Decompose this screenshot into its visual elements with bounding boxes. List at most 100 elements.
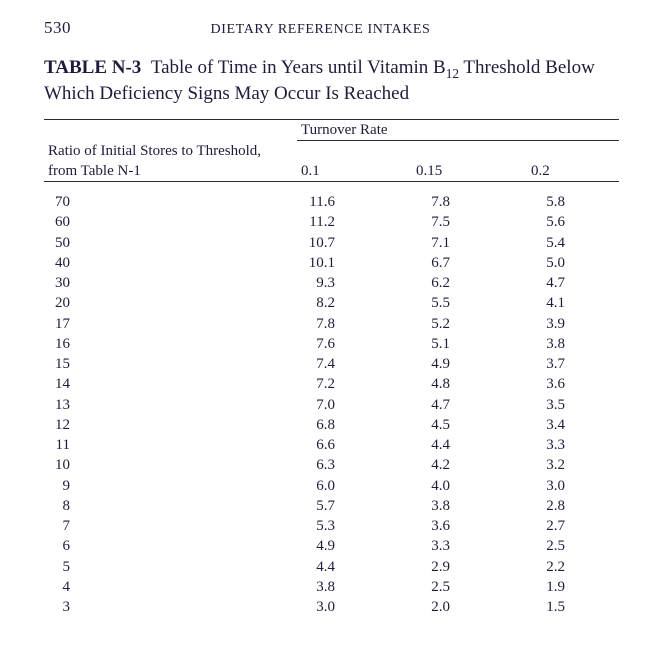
value-cell: 8.2: [297, 293, 412, 313]
value-cell: 3.4: [527, 415, 619, 435]
value: 3.0: [301, 597, 335, 617]
page-number: 530: [44, 18, 71, 38]
table-row: 75.33.62.7: [44, 516, 619, 536]
value: 4.1: [531, 293, 565, 313]
value: 7.6: [301, 334, 335, 354]
value-cell: 7.2: [297, 374, 412, 394]
value: 4.2: [416, 455, 450, 475]
value-cell: 2.0: [412, 597, 527, 617]
value: 7.5: [416, 212, 450, 232]
table-label: TABLE N-3: [44, 57, 141, 78]
value: 3.2: [531, 455, 565, 475]
ratio-cell: 13: [44, 395, 297, 415]
value-cell: 1.9: [527, 577, 619, 597]
stub-head: Ratio of Initial Stores to Threshold, fr…: [44, 141, 297, 182]
value: 1.5: [531, 597, 565, 617]
value: 3.6: [416, 516, 450, 536]
data-table: Turnover Rate Ratio of Initial Stores to…: [44, 119, 619, 618]
value-cell: 4.0: [412, 476, 527, 496]
value: 3.3: [416, 536, 450, 556]
value: 3.5: [531, 395, 565, 415]
value-cell: 4.9: [297, 536, 412, 556]
value: 3.6: [531, 374, 565, 394]
value-cell: 3.7: [527, 354, 619, 374]
spanner-row: Turnover Rate: [44, 119, 619, 140]
table-row: 7011.6 7.8 5.8: [44, 182, 619, 213]
table-row: 3 3.0 2.0 1.5: [44, 597, 619, 617]
value: 3.0: [531, 476, 565, 496]
value: 2.8: [531, 496, 565, 516]
value: 7.0: [301, 395, 335, 415]
value-cell: 7.0: [297, 395, 412, 415]
ratio-cell: 70: [44, 182, 297, 213]
value-cell: 3.3: [412, 536, 527, 556]
value-cell: 2.9: [412, 557, 527, 577]
ratio-cell: 4: [44, 577, 297, 597]
table-row: 208.25.54.1: [44, 293, 619, 313]
table-body: 7011.67.85.86011.27.55.65010.77.15.44010…: [44, 182, 619, 618]
value: 5.0: [531, 253, 565, 273]
ratio-cell: 6: [44, 536, 297, 556]
value-cell: 4.7: [412, 395, 527, 415]
ratio-cell: 14: [44, 374, 297, 394]
value: 2.2: [531, 557, 565, 577]
ratio-cell: 17: [44, 314, 297, 334]
ratio-cell: 9: [44, 476, 297, 496]
value: 2.0: [416, 597, 450, 617]
page-header: 530 DIETARY REFERENCE INTAKES: [44, 18, 619, 38]
ratio-value: 8: [48, 496, 70, 516]
value-cell: 6.8: [297, 415, 412, 435]
value-cell: 4.2: [412, 455, 527, 475]
value-cell: 3.0: [297, 597, 412, 617]
value-cell: 2.5: [412, 577, 527, 597]
ratio-value: 50: [48, 233, 70, 253]
ratio-cell: 3: [44, 597, 297, 617]
value: 7.1: [416, 233, 450, 253]
table-head: Turnover Rate Ratio of Initial Stores to…: [44, 119, 619, 181]
value: 7.8: [301, 314, 335, 334]
value-cell: 10.7: [297, 233, 412, 253]
value-cell: 5.7: [297, 496, 412, 516]
value-cell: 4.4: [297, 557, 412, 577]
value: 8.2: [301, 293, 335, 313]
ratio-value: 3: [48, 597, 70, 617]
table-row: 106.34.23.2: [44, 455, 619, 475]
value: 5.5: [416, 293, 450, 313]
value: 5.8: [531, 192, 565, 212]
value-cell: 5.0: [527, 253, 619, 273]
value-cell: 5.1: [412, 334, 527, 354]
value-cell: 1.5: [527, 597, 619, 617]
ratio-value: 15: [48, 354, 70, 374]
table-row: 309.36.24.7: [44, 273, 619, 293]
table-row: 6011.27.55.6: [44, 212, 619, 232]
value: 7.8: [416, 192, 450, 212]
ratio-cell: 12: [44, 415, 297, 435]
table-row: 126.84.53.4: [44, 415, 619, 435]
value: 11.2: [301, 212, 335, 232]
ratio-value: 12: [48, 415, 70, 435]
ratio-cell: 7: [44, 516, 297, 536]
value: 6.6: [301, 435, 335, 455]
value-cell: 4.4: [412, 435, 527, 455]
table-title: TABLE N-3 Table of Time in Years until V…: [44, 56, 619, 107]
value-cell: 4.7: [527, 273, 619, 293]
ratio-value: 17: [48, 314, 70, 334]
value: 7.4: [301, 354, 335, 374]
table-row: 50 10.77.1 5.4: [44, 233, 619, 253]
value: 5.1: [416, 334, 450, 354]
ratio-value: 30: [48, 273, 70, 293]
value-cell: 2.2: [527, 557, 619, 577]
table-row: 96.04.03.0: [44, 476, 619, 496]
value: 4.9: [301, 536, 335, 556]
value: 4.7: [416, 395, 450, 415]
table-row: 64.9 3.3 2.5: [44, 536, 619, 556]
table-row: 54.42.92.2: [44, 557, 619, 577]
stub-head-line1: Ratio of Initial Stores to Threshold,: [48, 143, 261, 159]
table-row: 85.73.82.8: [44, 496, 619, 516]
value: 2.5: [531, 536, 565, 556]
value: 11.6: [301, 192, 335, 212]
table-row: 167.65.13.8: [44, 334, 619, 354]
ratio-cell: 30: [44, 273, 297, 293]
value-cell: 5.4: [527, 233, 619, 253]
value: 4.4: [301, 557, 335, 577]
